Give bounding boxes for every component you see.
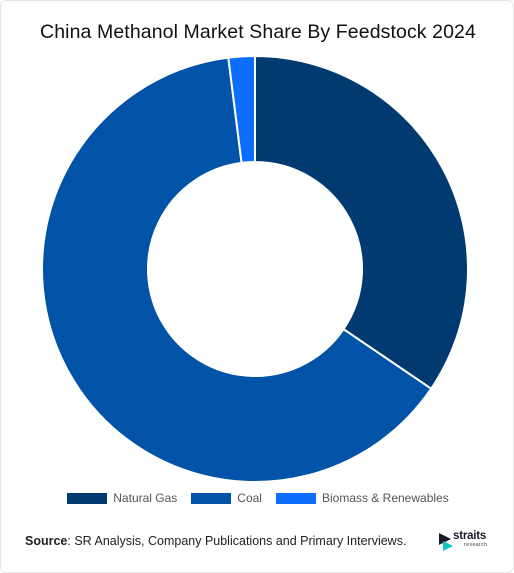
slice-biomass-renewables[interactable] [227, 54, 256, 164]
slice-natural-gas[interactable] [254, 54, 469, 391]
logo-name: straits [453, 530, 487, 542]
legend-label: Coal [237, 491, 262, 505]
legend-label: Biomass & Renewables [321, 491, 449, 505]
legend-swatch [67, 492, 108, 504]
source-text: : SR Analysis, Company Publications and … [67, 534, 407, 548]
logo-sub: research [464, 542, 488, 548]
legend-label: Natural Gas [113, 491, 178, 505]
legend-swatch [191, 492, 232, 504]
donut-chart [41, 54, 469, 483]
legend-swatch [275, 492, 316, 504]
legend-item-coal[interactable]: Coal [191, 491, 262, 505]
straits-logo-icon [439, 533, 453, 551]
source-note: Source: SR Analysis, Company Publication… [25, 534, 406, 548]
slice-coal[interactable] [41, 56, 433, 483]
source-label: Source [25, 534, 68, 548]
chart-title: China Methanol Market Share By Feedstock… [40, 21, 476, 43]
legend-item-natural-gas[interactable]: Natural Gas [67, 491, 177, 505]
straits-logo: straits research [438, 530, 494, 552]
legend-item-biomass-renewables[interactable]: Biomass & Renewables [275, 491, 449, 505]
chart-legend: Natural Gas Coal Biomass & Renewables [1, 491, 514, 505]
